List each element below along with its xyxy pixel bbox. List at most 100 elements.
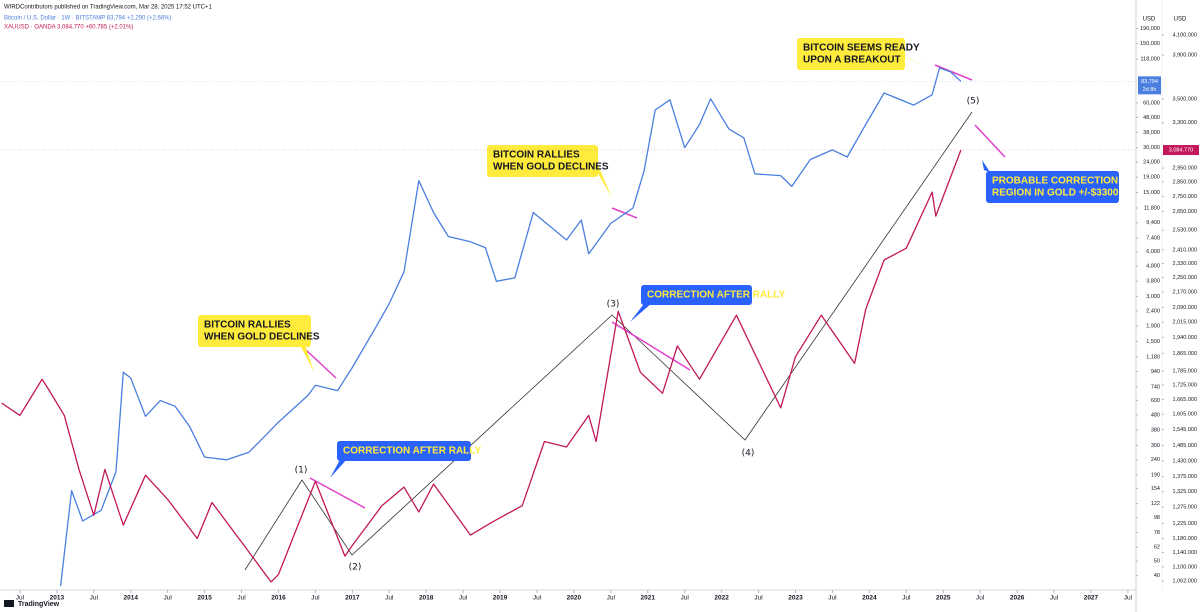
callout-text: CORRECTION AFTER RALLY xyxy=(343,446,481,457)
y-tick-label: 240 xyxy=(1151,457,1160,463)
y2-tick-label: 2,950.000 xyxy=(1173,166,1197,172)
x-tick-label: Jul xyxy=(90,595,99,602)
callout-box xyxy=(797,38,905,70)
y-tick-label: 2,400 xyxy=(1146,308,1160,314)
x-tick-label: Jul xyxy=(459,595,468,602)
y2-tick-label: 1,785.000 xyxy=(1173,369,1197,375)
y2-tick-label: 1,275.000 xyxy=(1173,505,1197,511)
header: WIRDContributors published on TradingVie… xyxy=(4,5,212,11)
x-tick-label: 2014 xyxy=(124,595,139,602)
x-tick-label: 2027 xyxy=(1084,595,1099,602)
y2-tick-label: 3,500.000 xyxy=(1173,96,1197,102)
x-tick-label: Jul xyxy=(1050,595,1059,602)
y2-tick-label: 2,250.000 xyxy=(1173,275,1197,281)
y-tick-label: 24,000 xyxy=(1143,160,1160,166)
y2-tick-label: 1,430.000 xyxy=(1173,458,1197,464)
y-tick-label: 1,500 xyxy=(1146,339,1160,345)
y2-tick-label: 2,750.000 xyxy=(1173,194,1197,200)
y2-tick-label: 3,300.000 xyxy=(1173,120,1197,126)
y2-tick-label: 1,325.000 xyxy=(1173,489,1197,495)
trend-line xyxy=(611,207,638,219)
x-tick-label: Jul xyxy=(976,595,985,602)
x-tick-label: 2020 xyxy=(567,595,582,602)
x-tick-label: Jul xyxy=(164,595,173,602)
y2-tick-label: 2,410.000 xyxy=(1173,247,1197,253)
y-tick-label: 118,000 xyxy=(1141,57,1160,63)
wave-label: (5) xyxy=(967,97,980,107)
y-tick-label: 15,000 xyxy=(1143,190,1160,196)
y-tick-label: 4,800 xyxy=(1146,264,1160,270)
wave-line xyxy=(244,111,973,571)
series-line xyxy=(59,67,962,587)
x-tick-label: Jul xyxy=(16,595,25,602)
y-tick-label: 480 xyxy=(1151,412,1160,418)
y-tick-label: 98 xyxy=(1154,515,1160,521)
trend-line xyxy=(305,349,337,379)
wave-label: (1) xyxy=(295,466,308,476)
callout-text: WHEN GOLD DECLINES xyxy=(493,162,609,173)
x-tick-label: 2021 xyxy=(641,595,656,602)
y2-tick-label: 2,850.000 xyxy=(1173,179,1197,185)
callout-text: CORRECTION AFTER RALLY xyxy=(647,290,785,301)
callout-text: WHEN GOLD DECLINES xyxy=(204,332,320,343)
callout-text: BITCOIN SEEMS READY xyxy=(803,43,920,54)
y-tick-label: 940 xyxy=(1151,369,1160,375)
y2-tick-label: 2,015.000 xyxy=(1173,320,1197,326)
x-tick-label: 2016 xyxy=(271,595,286,602)
brand-logo xyxy=(4,600,14,607)
callout-box xyxy=(641,285,752,305)
callout-text: PROBABLE CORRECTION xyxy=(992,176,1118,187)
price-tag-countdown: 2d 8h xyxy=(1143,87,1157,93)
y2-tick-label: 1,665.000 xyxy=(1173,397,1197,403)
trend-line xyxy=(309,477,366,509)
y2-tick-label: 1,140.000 xyxy=(1173,550,1197,556)
price-tag-label: 3,084.770 xyxy=(1169,147,1193,153)
x-tick-label: 2019 xyxy=(493,595,508,602)
x-tick-label: 2023 xyxy=(788,595,803,602)
x-tick-label: Jul xyxy=(385,595,394,602)
header: XAUUSD · OANDA 3,084.770 +60.785 (+2.01%… xyxy=(4,25,133,31)
x-tick-label: Jul xyxy=(754,595,763,602)
y2-tick-label: 1,485.000 xyxy=(1173,443,1197,449)
y-tick-label: 60,000 xyxy=(1143,100,1160,106)
y2-tick-label: 1,100.000 xyxy=(1173,564,1197,570)
x-tick-label: 2025 xyxy=(936,595,951,602)
y-tick-label: 3,800 xyxy=(1146,279,1160,285)
y-tick-label: 30,000 xyxy=(1143,145,1160,151)
y-tick-label: 6,000 xyxy=(1146,249,1160,255)
callout-pointer xyxy=(899,55,925,66)
callout-text: UPON A BREAKOUT xyxy=(803,55,901,66)
callout-box xyxy=(986,171,1119,203)
callout-pointer xyxy=(299,343,314,372)
x-tick-label: Jul xyxy=(828,595,837,602)
x-tick-label: 2015 xyxy=(197,595,212,602)
y2-tick-label: 1,062.000 xyxy=(1173,579,1197,585)
wave-structure xyxy=(244,64,1006,571)
y-tick-label: 78 xyxy=(1154,530,1160,536)
y-tick-label: 19,000 xyxy=(1143,175,1160,181)
y2-tick-label: 2,170.000 xyxy=(1173,290,1197,296)
callout-pointer xyxy=(982,160,990,172)
y-tick-label: 300 xyxy=(1151,443,1160,449)
callout-box xyxy=(337,441,471,461)
wave-label: (3) xyxy=(607,300,620,310)
x-tick-label: 2022 xyxy=(714,595,729,602)
y-tick-label: 3,000 xyxy=(1146,294,1160,300)
x-tick-label: Jul xyxy=(902,595,911,602)
y2-tick-label: 1,605.000 xyxy=(1173,412,1197,418)
y-tick-label: 40 xyxy=(1154,573,1160,579)
y-tick-label: 1,180 xyxy=(1146,354,1160,360)
y-tick-label: 380 xyxy=(1151,428,1160,434)
callout-pointer xyxy=(330,456,348,478)
y2-tick-label: 1,725.000 xyxy=(1173,382,1197,388)
y-tick-label: 122 xyxy=(1151,501,1160,507)
callout-text: REGION IN GOLD +/-$3300 xyxy=(992,188,1119,199)
y2-tick-label: 3,900.000 xyxy=(1173,53,1197,59)
y-tick-label: 48,000 xyxy=(1143,115,1160,121)
wave-label: (2) xyxy=(349,563,362,573)
y-tick-label: 600 xyxy=(1151,398,1160,404)
wave-label: (4) xyxy=(742,449,755,459)
x-tick-label: Jul xyxy=(607,595,616,602)
